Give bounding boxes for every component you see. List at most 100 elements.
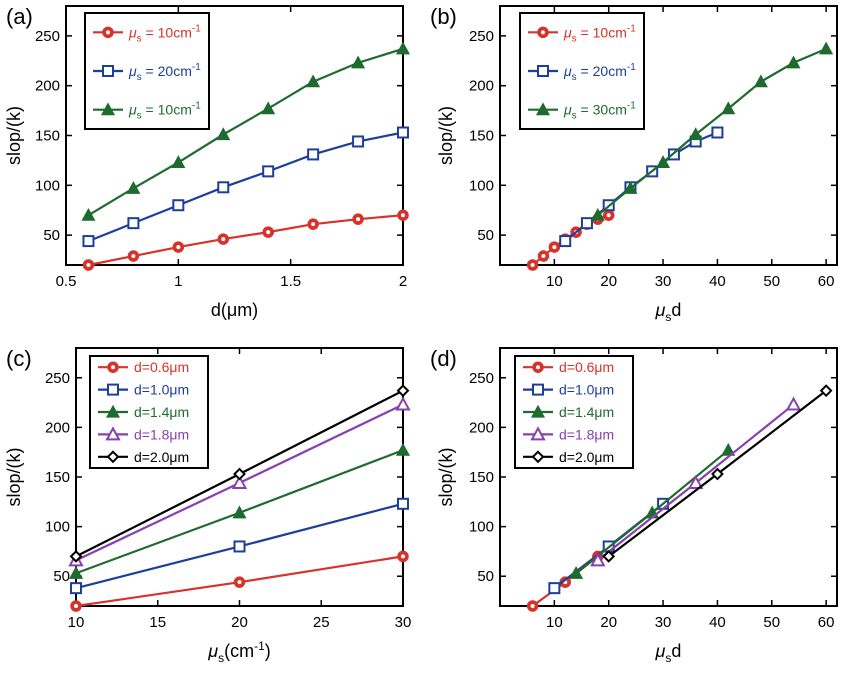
legend-label: μs = 20cm-1 xyxy=(128,62,201,83)
panel-tag: (b) xyxy=(430,4,457,29)
legend-marker xyxy=(106,450,120,464)
data-point xyxy=(819,384,833,398)
data-point xyxy=(721,101,736,115)
data-point xyxy=(82,259,95,271)
series-3 xyxy=(68,396,411,567)
x-tick-label: 1.5 xyxy=(280,273,301,290)
data-point xyxy=(217,233,230,245)
data-point xyxy=(602,549,616,563)
legend-marker xyxy=(530,426,546,441)
data-point xyxy=(656,155,671,168)
data-point xyxy=(397,497,409,510)
series-3 xyxy=(590,396,802,567)
data-point xyxy=(590,207,605,221)
legend-label: d=0.6μm xyxy=(134,359,189,375)
x-tick-label: 30 xyxy=(395,614,412,631)
data-point xyxy=(307,148,320,161)
data-point xyxy=(526,259,539,271)
data-point xyxy=(819,41,834,55)
data-point xyxy=(397,126,409,139)
legend: d=0.6μm d=1.0μm d=1.4μm d=1.8μm d=2.0μm xyxy=(514,355,634,469)
legend-marker xyxy=(531,450,545,464)
data-point xyxy=(261,101,276,115)
x-tick-label: 30 xyxy=(655,614,672,631)
y-tick-label: 50 xyxy=(43,227,60,244)
y-tick-label: 100 xyxy=(45,519,70,536)
data-point xyxy=(396,384,410,398)
legend-marker xyxy=(100,102,116,116)
panel-tag: (c) xyxy=(6,346,32,371)
legend-marker xyxy=(105,426,121,441)
data-point xyxy=(127,217,140,230)
y-tick-label: 200 xyxy=(35,78,60,95)
data-point xyxy=(69,549,83,563)
series-2 xyxy=(68,442,411,579)
legend-label: μs = 10cm-1 xyxy=(563,23,636,44)
data-point xyxy=(687,474,704,489)
legend-label: d=0.6μm xyxy=(559,359,614,375)
x-tick-label: 20 xyxy=(231,614,248,631)
data-point xyxy=(233,540,246,553)
series-0 xyxy=(82,209,409,271)
x-axis-label: μsd xyxy=(655,300,682,324)
legend-label: μs = 10cm-1 xyxy=(128,23,201,44)
legend-label: d=1.8μm xyxy=(559,426,614,442)
data-point xyxy=(688,127,703,141)
data-point xyxy=(711,126,724,139)
data-point xyxy=(548,241,561,253)
x-tick-label: 60 xyxy=(818,273,835,290)
legend-label: d=1.0μm xyxy=(559,382,614,398)
legend: μs = 10cm-1 μs = 20cm-1 μs = 10cm-1 xyxy=(84,12,210,130)
legend-marker xyxy=(105,404,121,418)
data-point xyxy=(785,396,802,411)
legend-label: d=2.0μm xyxy=(559,449,614,465)
x-tick-label: 50 xyxy=(763,273,780,290)
y-axis-label: slop/(k) xyxy=(436,447,456,506)
x-tick-label: 40 xyxy=(709,273,726,290)
data-point xyxy=(395,396,411,411)
series-line xyxy=(88,131,404,243)
data-point xyxy=(352,213,364,225)
y-tick-label: 200 xyxy=(469,419,494,436)
x-axis-label: μs(cm-1) xyxy=(207,639,271,665)
y-tick-label: 100 xyxy=(469,519,494,536)
data-point xyxy=(233,467,246,481)
data-point xyxy=(233,576,246,588)
x-tick-label: 10 xyxy=(546,273,563,290)
x-tick-label: 60 xyxy=(818,614,835,631)
data-point xyxy=(623,181,638,194)
series-2 xyxy=(569,442,736,579)
legend-label: d=1.4μm xyxy=(559,404,614,420)
legend-label: d=1.8μm xyxy=(134,426,189,442)
x-tick-label: 10 xyxy=(68,614,85,631)
y-tick-label: 150 xyxy=(469,128,494,145)
y-tick-label: 50 xyxy=(477,227,494,244)
data-point xyxy=(526,600,539,612)
legend-label: μs = 30cm-1 xyxy=(563,101,636,122)
y-tick-label: 100 xyxy=(35,177,60,194)
data-point xyxy=(397,550,409,563)
panel-tag: (d) xyxy=(430,346,457,371)
data-point xyxy=(307,218,319,230)
data-point xyxy=(721,442,736,456)
y-tick-label: 250 xyxy=(45,370,70,387)
data-point xyxy=(68,566,84,579)
data-point xyxy=(172,241,185,253)
data-point xyxy=(786,55,801,69)
data-point xyxy=(711,467,724,481)
series-4 xyxy=(69,384,410,563)
data-point xyxy=(395,41,411,55)
series-2 xyxy=(81,41,411,221)
legend-label: d=1.0μm xyxy=(134,382,189,398)
series-line xyxy=(88,214,404,267)
legend-label: μs = 10cm-1 xyxy=(128,101,201,122)
data-point xyxy=(351,55,366,69)
data-point xyxy=(81,207,96,221)
x-tick-label: 2 xyxy=(399,273,407,290)
x-tick-label: 20 xyxy=(600,273,617,290)
y-axis-label: slop/(k) xyxy=(4,106,24,165)
data-point xyxy=(352,135,365,148)
y-tick-label: 100 xyxy=(469,177,494,194)
data-point xyxy=(231,474,248,489)
data-point xyxy=(172,199,185,212)
